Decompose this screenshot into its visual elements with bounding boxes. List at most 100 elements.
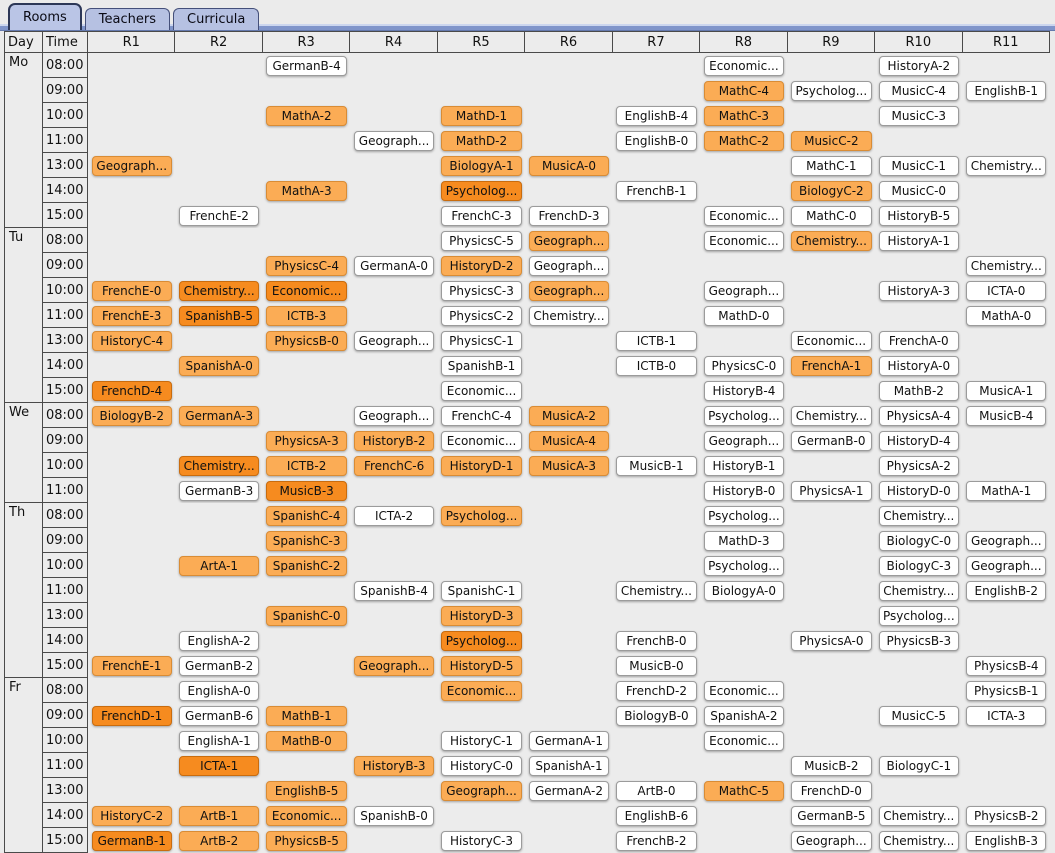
lesson-chip[interactable]: Geograph... xyxy=(966,530,1047,551)
lesson-chip[interactable]: PhysicsC-3 xyxy=(441,280,522,301)
lesson-chip[interactable]: ArtB-1 xyxy=(178,805,260,826)
lesson-chip[interactable]: FrenchE-3 xyxy=(91,305,172,326)
lesson-chip[interactable]: Psycholog... xyxy=(703,505,785,526)
lesson-chip[interactable]: MathA-1 xyxy=(966,480,1047,501)
lesson-chip[interactable]: MusicC-0 xyxy=(878,180,960,201)
lesson-chip[interactable]: SpanishB-0 xyxy=(353,805,435,826)
lesson-chip[interactable]: FrenchD-4 xyxy=(91,380,172,401)
lesson-chip[interactable]: HistoryB-2 xyxy=(353,430,435,451)
lesson-chip[interactable]: MathD-2 xyxy=(441,130,522,151)
lesson-chip[interactable]: SpanishB-5 xyxy=(178,305,260,326)
lesson-chip[interactable]: EnglishB-3 xyxy=(966,830,1047,851)
lesson-chip[interactable]: FrenchC-6 xyxy=(353,455,435,476)
lesson-chip[interactable]: Geograph... xyxy=(353,655,435,676)
lesson-chip[interactable]: FrenchB-0 xyxy=(616,630,697,651)
lesson-chip[interactable]: FrenchD-1 xyxy=(91,705,172,726)
lesson-chip[interactable]: BiologyA-1 xyxy=(441,155,522,176)
lesson-chip[interactable]: Geograph... xyxy=(966,555,1047,576)
lesson-chip[interactable]: HistoryC-0 xyxy=(441,755,522,776)
lesson-chip[interactable]: Chemistry... xyxy=(178,280,260,301)
lesson-chip[interactable]: SpanishC-3 xyxy=(266,530,347,551)
lesson-chip[interactable]: SpanishB-1 xyxy=(441,355,522,376)
lesson-chip[interactable]: HistoryA-2 xyxy=(878,55,960,76)
lesson-chip[interactable]: MathD-3 xyxy=(703,530,785,551)
lesson-chip[interactable]: PhysicsC-4 xyxy=(266,255,347,276)
lesson-chip[interactable]: Chemistry... xyxy=(178,455,260,476)
lesson-chip[interactable]: PhysicsC-2 xyxy=(441,305,522,326)
lesson-chip[interactable]: Economic... xyxy=(441,380,522,401)
lesson-chip[interactable]: GermanB-4 xyxy=(266,55,347,76)
lesson-chip[interactable]: PhysicsB-0 xyxy=(266,330,347,351)
lesson-chip[interactable]: PhysicsB-2 xyxy=(966,805,1047,826)
lesson-chip[interactable]: Economic... xyxy=(441,680,522,701)
lesson-chip[interactable]: ArtA-1 xyxy=(178,555,260,576)
lesson-chip[interactable]: PhysicsB-3 xyxy=(878,630,960,651)
lesson-chip[interactable]: GermanB-1 xyxy=(91,830,172,851)
lesson-chip[interactable]: EnglishB-6 xyxy=(616,805,697,826)
tab-curricula[interactable]: Curricula xyxy=(173,8,260,30)
lesson-chip[interactable]: FrenchD-3 xyxy=(528,205,610,226)
lesson-chip[interactable]: MusicA-3 xyxy=(528,455,610,476)
lesson-chip[interactable]: Economic... xyxy=(266,805,347,826)
lesson-chip[interactable]: Economic... xyxy=(703,55,785,76)
tab-teachers[interactable]: Teachers xyxy=(84,8,170,30)
lesson-chip[interactable]: EnglishB-4 xyxy=(616,105,697,126)
lesson-chip[interactable]: SpanishA-1 xyxy=(528,755,610,776)
lesson-chip[interactable]: MusicC-1 xyxy=(878,155,960,176)
lesson-chip[interactable]: BiologyC-3 xyxy=(878,555,960,576)
lesson-chip[interactable]: ICTB-1 xyxy=(616,330,697,351)
lesson-chip[interactable]: Chemistry... xyxy=(878,830,960,851)
lesson-chip[interactable]: PhysicsC-1 xyxy=(441,330,522,351)
lesson-chip[interactable]: MathB-0 xyxy=(266,730,347,751)
lesson-chip[interactable]: SpanishA-2 xyxy=(703,705,785,726)
lesson-chip[interactable]: BiologyA-0 xyxy=(703,580,785,601)
lesson-chip[interactable]: FrenchD-2 xyxy=(616,680,697,701)
lesson-chip[interactable]: GermanB-2 xyxy=(178,655,260,676)
lesson-chip[interactable]: PhysicsA-0 xyxy=(791,630,872,651)
lesson-chip[interactable]: GermanA-2 xyxy=(528,780,610,801)
lesson-chip[interactable]: FrenchE-1 xyxy=(91,655,172,676)
lesson-chip[interactable]: Economic... xyxy=(703,205,785,226)
lesson-chip[interactable]: SpanishC-4 xyxy=(266,505,347,526)
lesson-chip[interactable]: GermanB-3 xyxy=(178,480,260,501)
lesson-chip[interactable]: ICTB-3 xyxy=(266,305,347,326)
lesson-chip[interactable]: ICTA-2 xyxy=(353,505,435,526)
lesson-chip[interactable]: FrenchA-0 xyxy=(878,330,960,351)
lesson-chip[interactable]: FrenchE-2 xyxy=(178,205,260,226)
lesson-chip[interactable]: Geograph... xyxy=(703,280,785,301)
lesson-chip[interactable]: HistoryC-3 xyxy=(441,830,522,851)
lesson-chip[interactable]: PhysicsB-1 xyxy=(966,680,1047,701)
lesson-chip[interactable]: EnglishB-0 xyxy=(616,130,697,151)
lesson-chip[interactable]: PhysicsC-5 xyxy=(441,230,522,251)
lesson-chip[interactable]: PhysicsA-3 xyxy=(266,430,347,451)
lesson-chip[interactable]: HistoryC-1 xyxy=(441,730,522,751)
lesson-chip[interactable]: FrenchC-4 xyxy=(441,405,522,426)
lesson-chip[interactable]: Psycholog... xyxy=(441,505,522,526)
lesson-chip[interactable]: PhysicsA-4 xyxy=(878,405,960,426)
lesson-chip[interactable]: Chemistry... xyxy=(878,805,960,826)
lesson-chip[interactable]: Chemistry... xyxy=(966,255,1047,276)
lesson-chip[interactable]: GermanB-0 xyxy=(791,430,872,451)
lesson-chip[interactable]: BiologyC-1 xyxy=(878,755,960,776)
lesson-chip[interactable]: MathD-1 xyxy=(441,105,522,126)
lesson-chip[interactable]: FrenchA-1 xyxy=(791,355,872,376)
lesson-chip[interactable]: SpanishB-4 xyxy=(353,580,435,601)
lesson-chip[interactable]: FrenchB-2 xyxy=(616,830,697,851)
lesson-chip[interactable]: ICTB-2 xyxy=(266,455,347,476)
lesson-chip[interactable]: FrenchE-0 xyxy=(91,280,172,301)
lesson-chip[interactable]: ICTA-0 xyxy=(966,280,1047,301)
lesson-chip[interactable]: SpanishC-2 xyxy=(266,555,347,576)
lesson-chip[interactable]: SpanishC-0 xyxy=(266,605,347,626)
lesson-chip[interactable]: MusicC-2 xyxy=(791,130,872,151)
lesson-chip[interactable]: HistoryD-0 xyxy=(878,480,960,501)
lesson-chip[interactable]: MusicB-3 xyxy=(266,480,347,501)
lesson-chip[interactable]: MathC-1 xyxy=(791,155,872,176)
lesson-chip[interactable]: EnglishB-5 xyxy=(266,780,347,801)
lesson-chip[interactable]: Chemistry... xyxy=(878,580,960,601)
lesson-chip[interactable]: MathC-3 xyxy=(703,105,785,126)
lesson-chip[interactable]: HistoryB-5 xyxy=(878,205,960,226)
lesson-chip[interactable]: PhysicsB-4 xyxy=(966,655,1047,676)
lesson-chip[interactable]: MusicA-0 xyxy=(528,155,610,176)
lesson-chip[interactable]: Psycholog... xyxy=(791,80,872,101)
lesson-chip[interactable]: HistoryC-4 xyxy=(91,330,172,351)
